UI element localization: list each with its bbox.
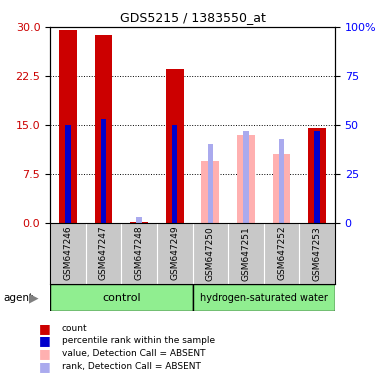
Bar	[172, 125, 177, 223]
Bar	[130, 222, 148, 223]
Text: control: control	[102, 293, 141, 303]
Bar	[192, 284, 335, 311]
Text: ■: ■	[38, 334, 50, 348]
Text: GSM647249: GSM647249	[170, 226, 179, 280]
Text: hydrogen-saturated water: hydrogen-saturated water	[200, 293, 328, 303]
Bar	[95, 35, 112, 223]
Text: count: count	[62, 324, 87, 333]
Text: percentile rank within the sample: percentile rank within the sample	[62, 336, 215, 346]
Text: GSM647246: GSM647246	[64, 226, 72, 280]
Bar	[50, 284, 192, 311]
Bar	[237, 135, 255, 223]
Text: GSM647250: GSM647250	[206, 226, 215, 281]
Bar	[208, 144, 213, 223]
Bar	[101, 119, 106, 223]
Title: GDS5215 / 1383550_at: GDS5215 / 1383550_at	[120, 11, 265, 24]
Text: ■: ■	[38, 347, 50, 360]
Text: rank, Detection Call = ABSENT: rank, Detection Call = ABSENT	[62, 362, 201, 371]
Text: value, Detection Call = ABSENT: value, Detection Call = ABSENT	[62, 349, 205, 358]
Bar	[308, 128, 326, 223]
Bar	[65, 125, 70, 223]
Text: GSM647252: GSM647252	[277, 226, 286, 280]
Bar	[166, 70, 184, 223]
Text: GSM647247: GSM647247	[99, 226, 108, 280]
Text: ■: ■	[38, 322, 50, 335]
Text: agent: agent	[4, 293, 34, 303]
Text: ■: ■	[38, 360, 50, 373]
Text: ▶: ▶	[29, 291, 38, 304]
Bar	[279, 139, 284, 223]
Bar	[315, 131, 320, 223]
Bar	[136, 217, 142, 223]
Bar	[59, 30, 77, 223]
Text: GSM647251: GSM647251	[241, 226, 250, 281]
Text: GSM647253: GSM647253	[313, 226, 321, 281]
Bar	[243, 131, 249, 223]
Text: GSM647248: GSM647248	[135, 226, 144, 280]
Bar	[201, 161, 219, 223]
Bar	[273, 154, 290, 223]
